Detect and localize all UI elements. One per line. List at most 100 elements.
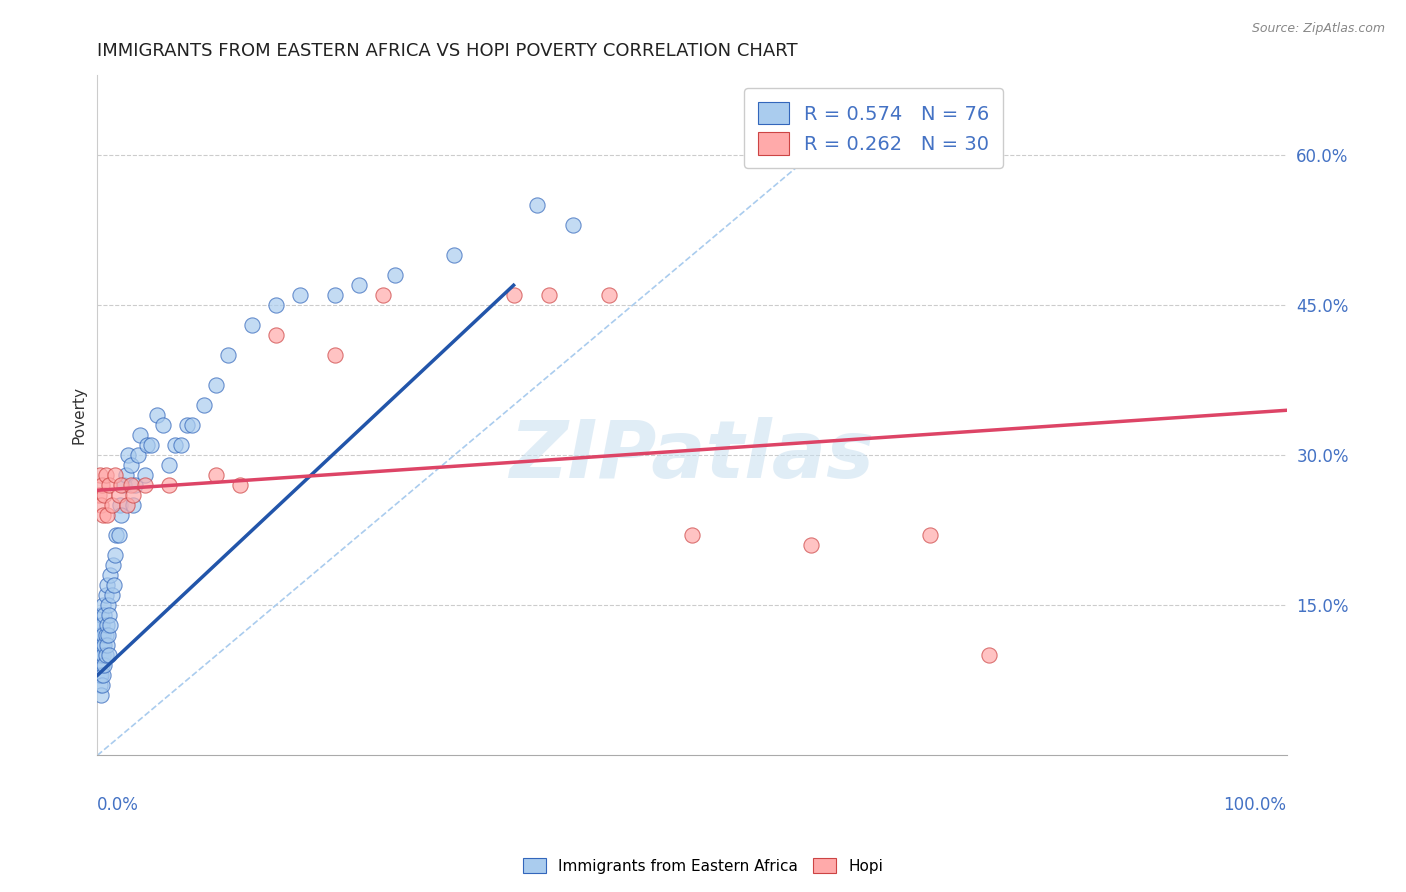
- Text: ZIPatlas: ZIPatlas: [509, 417, 875, 495]
- Point: [100, 588, 122, 602]
- Point: [979, 648, 1001, 663]
- Point: [90, 648, 112, 663]
- Point: [347, 278, 370, 293]
- Point: [124, 478, 146, 492]
- Point: [93, 608, 115, 623]
- Point: [90, 628, 112, 642]
- Point: [108, 498, 131, 512]
- Point: [96, 578, 118, 592]
- Point: [146, 409, 169, 423]
- Point: [87, 668, 110, 682]
- Point: [91, 618, 114, 632]
- Point: [240, 318, 263, 333]
- Point: [157, 478, 180, 492]
- Point: [94, 648, 117, 663]
- Text: Source: ZipAtlas.com: Source: ZipAtlas.com: [1251, 22, 1385, 36]
- Point: [598, 288, 620, 302]
- Point: [94, 468, 117, 483]
- Point: [91, 678, 114, 692]
- Point: [91, 478, 114, 492]
- Point: [127, 448, 149, 462]
- Point: [181, 418, 204, 433]
- Point: [89, 468, 111, 483]
- Point: [91, 658, 114, 673]
- Point: [323, 348, 346, 362]
- Point: [193, 398, 215, 412]
- Legend: R = 0.574   N = 76, R = 0.262   N = 30: R = 0.574 N = 76, R = 0.262 N = 30: [744, 88, 1004, 169]
- Point: [98, 608, 121, 623]
- Point: [229, 478, 252, 492]
- Point: [205, 468, 228, 483]
- Point: [93, 638, 115, 652]
- Point: [89, 638, 111, 652]
- Point: [87, 488, 110, 502]
- Point: [100, 498, 122, 512]
- Point: [918, 528, 941, 542]
- Point: [681, 528, 703, 542]
- Point: [98, 648, 121, 663]
- Point: [205, 378, 228, 392]
- Point: [538, 288, 561, 302]
- Point: [94, 588, 117, 602]
- Point: [163, 438, 186, 452]
- Point: [93, 658, 115, 673]
- Point: [139, 438, 162, 452]
- Point: [526, 198, 548, 212]
- Point: [152, 418, 174, 433]
- Point: [176, 418, 198, 433]
- Point: [157, 458, 180, 473]
- Point: [134, 478, 156, 492]
- Text: 0.0%: 0.0%: [97, 797, 139, 814]
- Point: [120, 458, 142, 473]
- Text: IMMIGRANTS FROM EASTERN AFRICA VS HOPI POVERTY CORRELATION CHART: IMMIGRANTS FROM EASTERN AFRICA VS HOPI P…: [97, 42, 799, 60]
- Point: [112, 478, 135, 492]
- Point: [87, 628, 110, 642]
- Point: [104, 549, 127, 563]
- Point: [122, 498, 145, 512]
- Point: [96, 638, 118, 652]
- Point: [90, 608, 112, 623]
- Point: [129, 428, 152, 442]
- Point: [110, 478, 132, 492]
- Legend: Immigrants from Eastern Africa, Hopi: Immigrants from Eastern Africa, Hopi: [517, 852, 889, 880]
- Point: [97, 599, 120, 613]
- Point: [264, 298, 287, 312]
- Point: [96, 618, 118, 632]
- Point: [96, 508, 118, 523]
- Point: [90, 668, 112, 682]
- Point: [98, 478, 121, 492]
- Point: [800, 538, 823, 552]
- Y-axis label: Poverty: Poverty: [72, 386, 86, 444]
- Point: [115, 498, 138, 512]
- Point: [502, 288, 524, 302]
- Point: [97, 628, 120, 642]
- Point: [90, 498, 112, 512]
- Point: [101, 558, 124, 573]
- Point: [110, 508, 132, 523]
- Point: [117, 448, 139, 462]
- Point: [264, 328, 287, 343]
- Point: [371, 288, 394, 302]
- Point: [100, 618, 122, 632]
- Point: [134, 468, 156, 483]
- Point: [104, 468, 127, 483]
- Point: [91, 638, 114, 652]
- Point: [288, 288, 311, 302]
- Point: [562, 219, 585, 233]
- Point: [89, 668, 111, 682]
- Point: [100, 568, 122, 582]
- Point: [93, 488, 115, 502]
- Point: [91, 668, 114, 682]
- Point: [87, 638, 110, 652]
- Point: [217, 348, 239, 362]
- Point: [91, 508, 114, 523]
- Point: [94, 628, 117, 642]
- Text: 100.0%: 100.0%: [1223, 797, 1286, 814]
- Point: [136, 438, 159, 452]
- Point: [115, 468, 138, 483]
- Point: [90, 689, 112, 703]
- Point: [87, 648, 110, 663]
- Point: [169, 438, 191, 452]
- Point: [122, 488, 145, 502]
- Point: [105, 528, 128, 542]
